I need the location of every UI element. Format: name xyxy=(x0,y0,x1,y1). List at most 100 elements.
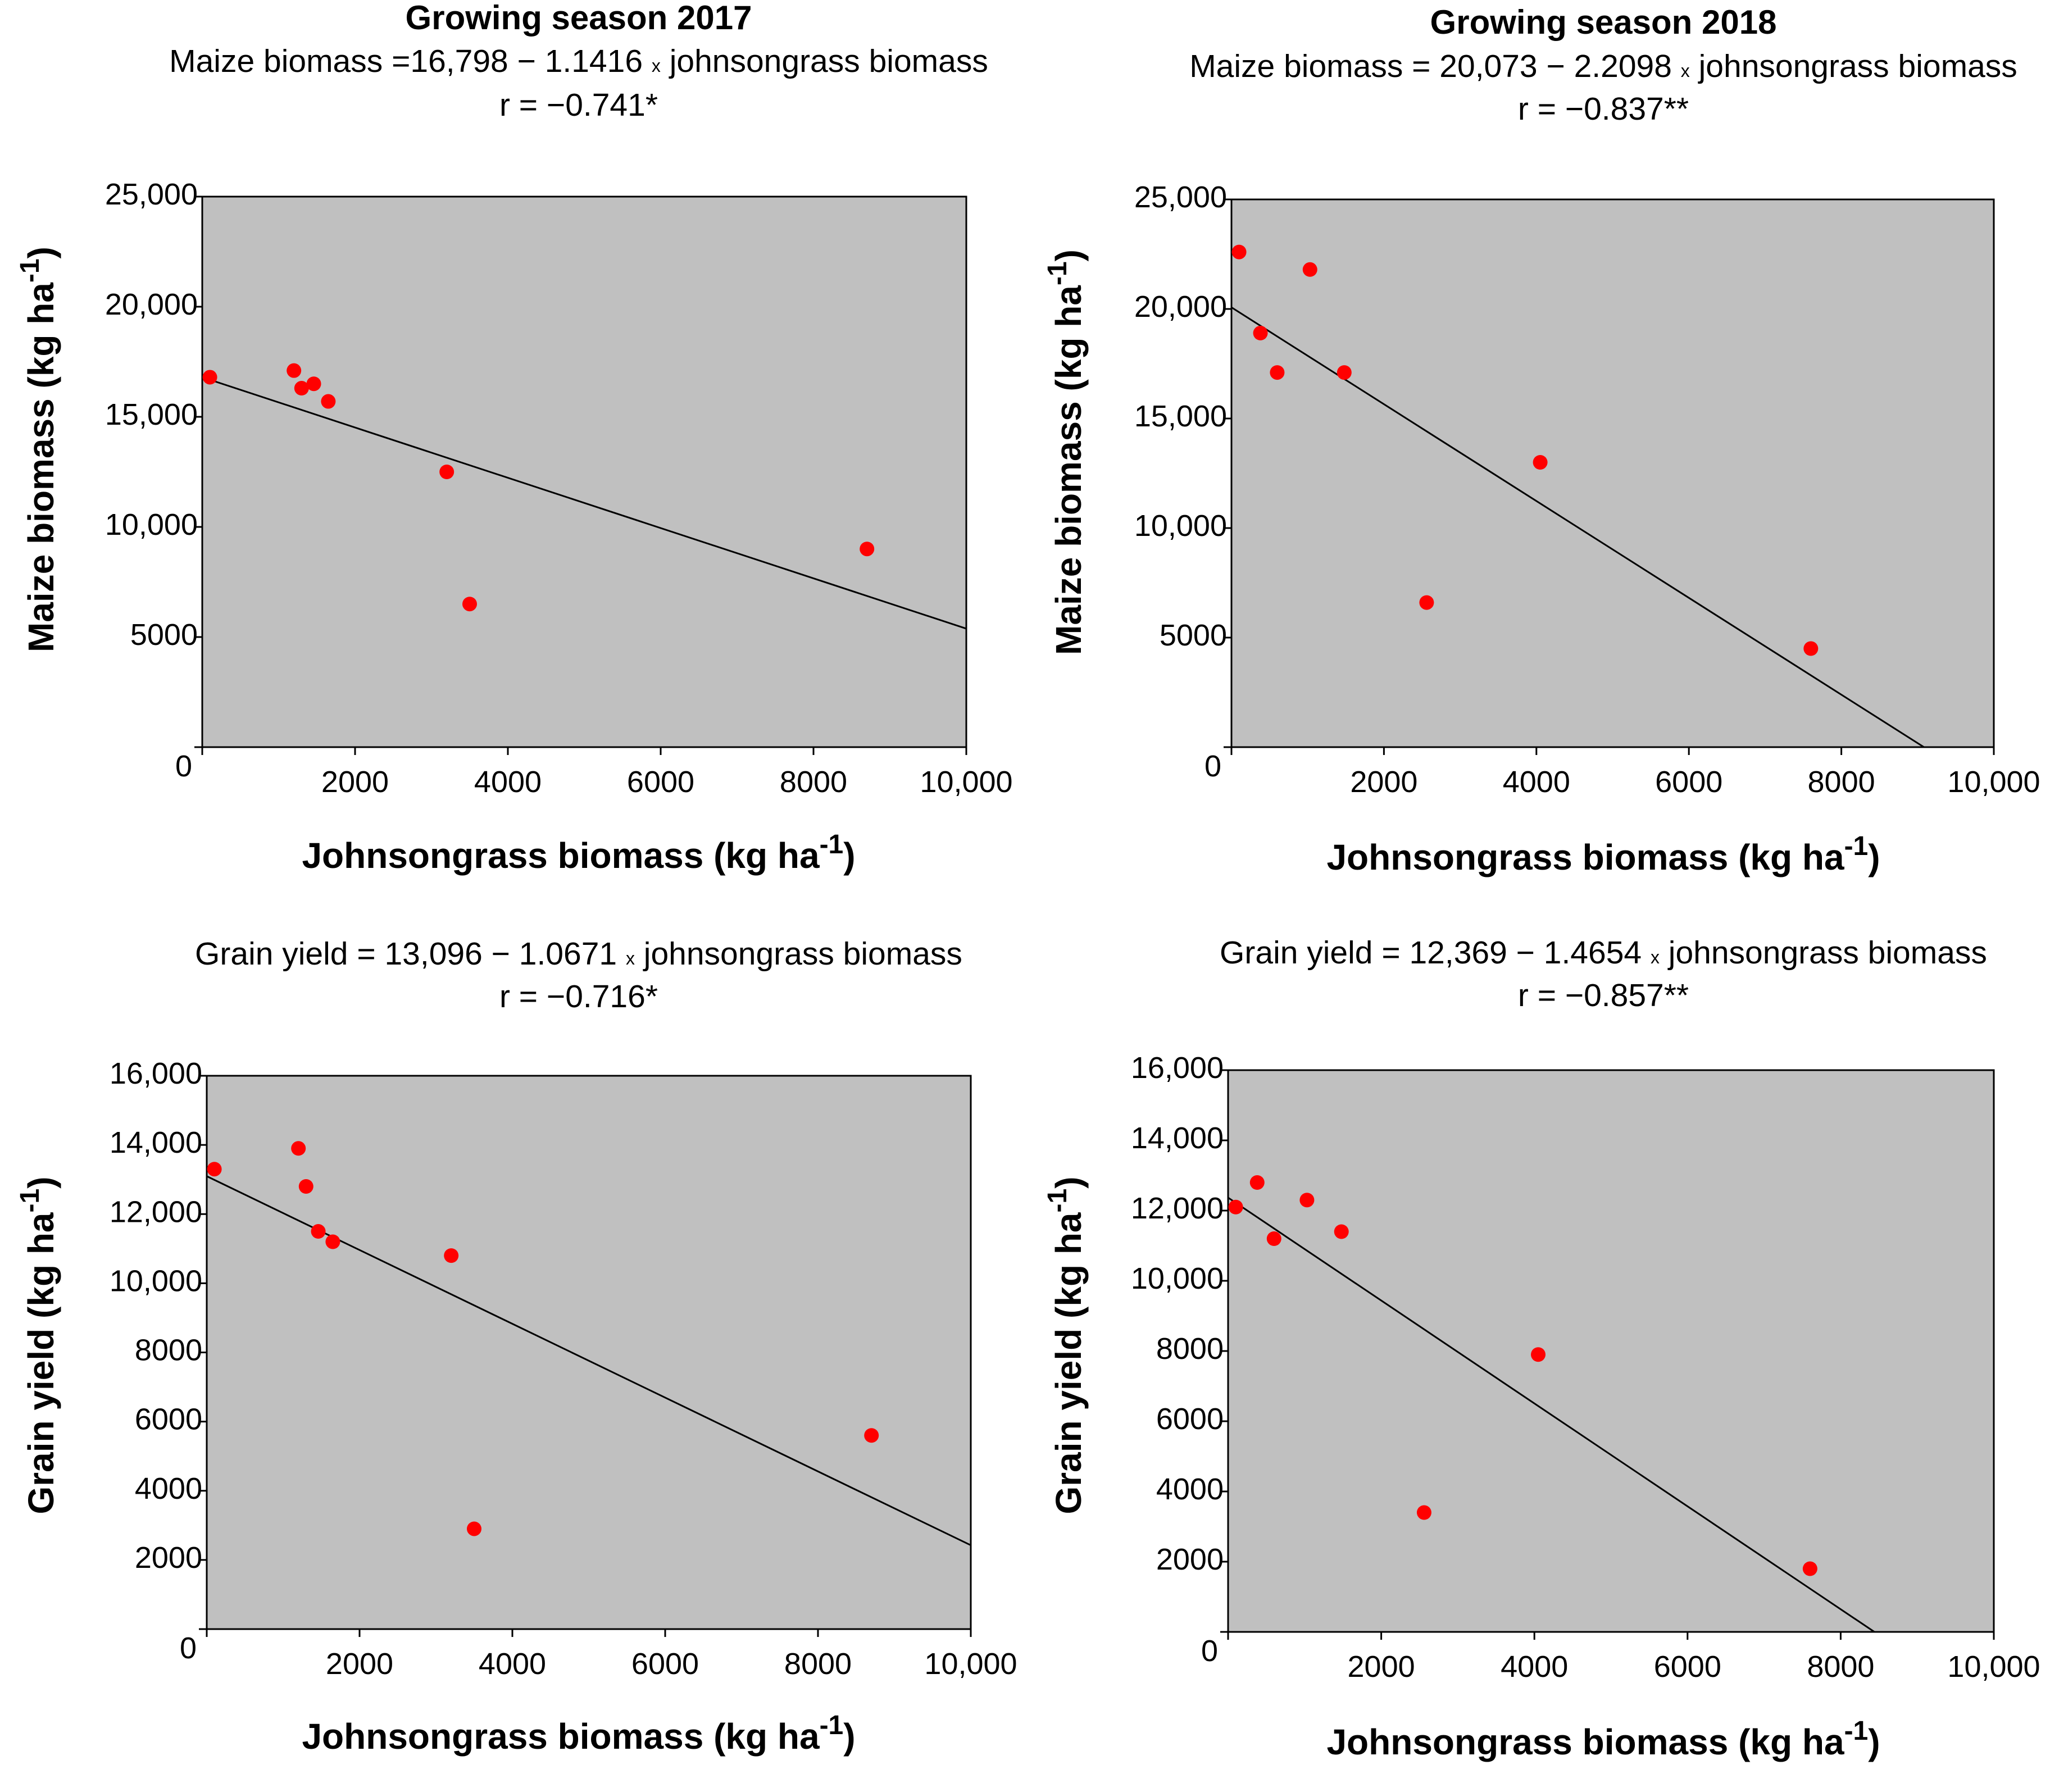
y-tick-label: 10,000 xyxy=(105,508,198,542)
x-axis-label-text: Johnsongrass biomass (kg ha xyxy=(1326,1722,1844,1762)
regression-equation: Maize biomass = 20,073 − 2.2098 x johnso… xyxy=(1189,48,2017,84)
x-axis-label: Johnsongrass biomass (kg ha-1) xyxy=(1326,1716,1880,1762)
x-tick-label: 8000 xyxy=(780,765,847,799)
x-tick-label: 2000 xyxy=(326,1647,393,1681)
x-tick-label: 6000 xyxy=(1654,1650,1721,1684)
y-tick-label: 8000 xyxy=(1156,1332,1224,1366)
x-tick-label: 10,000 xyxy=(1947,765,2040,799)
y-axis-label-superscript: -1 xyxy=(1043,1189,1072,1213)
x-axis-label-close: ) xyxy=(1868,1722,1880,1762)
x-tick-label: 8000 xyxy=(784,1647,852,1681)
x-axis-label-close: ) xyxy=(843,835,855,876)
x-axis-label-superscript: -1 xyxy=(820,830,844,859)
y-tick-label: 20,000 xyxy=(1134,290,1227,324)
x-tick-label: 8000 xyxy=(1808,765,1875,799)
x-tick-label: 10,000 xyxy=(1947,1650,2040,1684)
data-point xyxy=(1802,1561,1817,1576)
x-tick-label: 4000 xyxy=(1501,1650,1568,1684)
data-point xyxy=(311,1224,326,1239)
data-point xyxy=(1803,641,1819,656)
x-tick-label: 4000 xyxy=(1503,765,1570,799)
y-axis-label-superscript: -1 xyxy=(15,258,45,283)
y-tick-label: 2000 xyxy=(1156,1543,1224,1576)
x-tick-label: 10,000 xyxy=(924,1647,1017,1681)
equation-slope: 1.4654 xyxy=(1544,935,1651,971)
y-tick-label: 10,000 xyxy=(1131,1262,1224,1295)
equation-times: x xyxy=(1681,61,1690,81)
y-axis-label-text: Maize biomass (kg ha xyxy=(21,283,61,652)
y-tick-label: 12,000 xyxy=(110,1195,202,1229)
y-tick-label: 15,000 xyxy=(105,398,198,431)
chart-svg-top-left: Growing season 2017 Maize biomass =16,798… xyxy=(15,0,1013,876)
data-point xyxy=(287,363,302,378)
chart-panel-bottom-left: Grain yield = 13,096 − 1.0671 x johnsong… xyxy=(0,896,1025,1792)
y-tick-label: 14,000 xyxy=(1131,1121,1224,1155)
data-point xyxy=(864,1428,879,1443)
regression-equation: Maize biomass =16,798 − 1.1416 x johnson… xyxy=(169,43,988,79)
y-axis-label-superscript: -1 xyxy=(15,1189,45,1213)
correlation-r: r = −0.716* xyxy=(499,979,658,1015)
regression-line xyxy=(202,376,967,630)
data-point xyxy=(321,394,336,409)
data-point xyxy=(860,542,875,557)
data-point xyxy=(1253,325,1268,340)
regression-line xyxy=(1228,1197,1875,1633)
y-tick-label: 5000 xyxy=(130,618,198,652)
y-axis-label-text: Grain yield (kg ha xyxy=(1048,1212,1089,1514)
equation-lhs: Grain yield = 12,369 xyxy=(1220,935,1516,971)
x-tick-label: 2000 xyxy=(1350,765,1417,799)
x-tick-label: 4000 xyxy=(474,765,542,799)
data-point xyxy=(1270,365,1285,380)
y-tick-label: 25,000 xyxy=(105,178,198,211)
x-axis-label-text: Johnsongrass biomass (kg ha xyxy=(1326,837,1844,877)
plot-area xyxy=(206,1075,972,1630)
plot-area xyxy=(1227,1069,1995,1633)
plot-area xyxy=(1230,198,1995,748)
y-tick-label: 4000 xyxy=(135,1472,202,1506)
y-axis-label: Grain yield (kg ha-1) xyxy=(1043,1176,1089,1514)
x-axis-label-text: Johnsongrass biomass (kg ha xyxy=(302,835,820,876)
x-tick-label: 4000 xyxy=(479,1647,546,1681)
data-point xyxy=(467,1521,481,1536)
chart-panel-top-right: Growing season 2018 Maize biomass = 20,07… xyxy=(1025,0,2049,896)
data-point xyxy=(1228,1199,1243,1215)
x-axis-label-superscript: -1 xyxy=(820,1711,844,1740)
data-point xyxy=(207,1162,222,1177)
data-point xyxy=(306,376,321,392)
y-axis-label-text: Grain yield (kg ha xyxy=(21,1212,61,1514)
x-tick-label: 0 xyxy=(180,1631,197,1665)
data-point xyxy=(1334,1224,1349,1239)
x-tick-label: 0 xyxy=(1201,1634,1218,1668)
data-point xyxy=(1337,365,1352,380)
data-point xyxy=(294,381,309,396)
x-tick-label: 0 xyxy=(175,749,192,783)
y-tick-label: 5000 xyxy=(1160,618,1227,652)
equation-lhs: Grain yield = 13,096 xyxy=(195,936,492,972)
correlation-r: r = −0.837** xyxy=(1518,91,1689,127)
equation-slope: 1.1416 xyxy=(545,43,652,79)
correlation-r: r = −0.741* xyxy=(499,87,658,123)
y-tick-label: 2000 xyxy=(135,1541,202,1575)
regression-equation: Grain yield = 13,096 − 1.0671 x johnsong… xyxy=(195,936,962,972)
y-tick-label: 12,000 xyxy=(1131,1191,1224,1225)
chart-panel-top-left: Growing season 2017 Maize biomass =16,798… xyxy=(0,0,1025,896)
x-axis-label: Johnsongrass biomass (kg ha-1) xyxy=(302,830,855,876)
y-tick-label: 10,000 xyxy=(1134,509,1227,543)
data-point xyxy=(444,1248,459,1263)
correlation-r: r = −0.857** xyxy=(1518,977,1689,1013)
equation-minus: − xyxy=(1546,48,1574,84)
data-point xyxy=(1302,262,1317,277)
data-point xyxy=(291,1141,306,1156)
regression-equation: Grain yield = 12,369 − 1.4654 x johnsong… xyxy=(1220,935,1987,971)
equation-slope: 2.2098 xyxy=(1574,48,1681,84)
x-axis-label-text: Johnsongrass biomass (kg ha xyxy=(302,1716,820,1757)
x-tick-label: 2000 xyxy=(1348,1650,1415,1684)
chart-season-title: Growing season 2017 xyxy=(406,0,752,37)
data-point xyxy=(462,597,477,612)
x-axis-label: Johnsongrass biomass (kg ha-1) xyxy=(302,1711,855,1757)
chart-svg-bottom-right: Grain yield = 12,369 − 1.4654 x johnsong… xyxy=(1043,935,2040,1762)
data-point xyxy=(1249,1175,1265,1190)
equation-variable: johnsongrass biomass xyxy=(1660,935,1987,971)
x-axis-label-close: ) xyxy=(843,1716,855,1757)
y-tick-label: 14,000 xyxy=(110,1126,202,1159)
